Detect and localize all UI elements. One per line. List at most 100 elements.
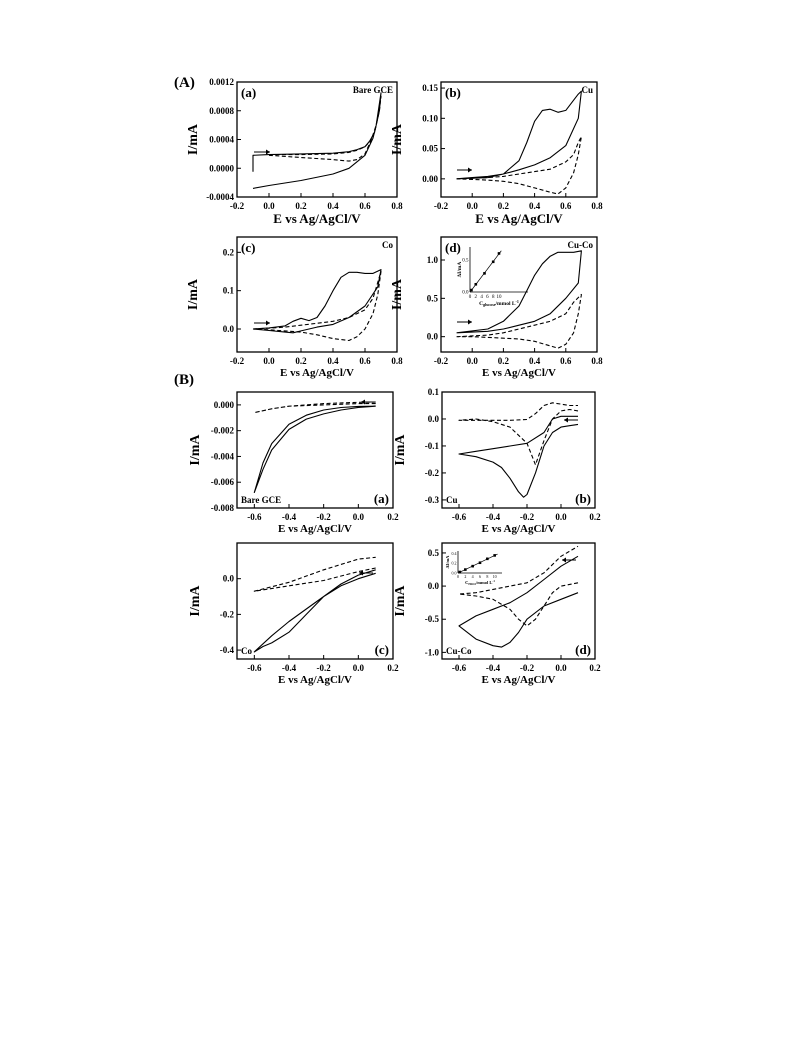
y-tick-label: -0.1 bbox=[425, 441, 440, 451]
x-tick-label: 0.2 bbox=[589, 512, 601, 522]
arrow-head bbox=[361, 399, 365, 405]
x-axis-label: E vs Ag/AgCl/V bbox=[475, 211, 563, 226]
inset-data-point bbox=[483, 272, 486, 275]
cv-panel: -0.6 -0.4 -0.2 0.0 0.2 -0.3 -0.2 -0.1 0.0 0.1 E vs… bbox=[393, 387, 601, 535]
x-axis-label: E vs Ag/AgCl/V bbox=[278, 523, 352, 535]
electrode-label: Bare GCE bbox=[353, 85, 393, 95]
x-tick-label: 0.6 bbox=[359, 356, 371, 366]
y-tick-label: 0.000 bbox=[214, 400, 235, 410]
x-tick-label: -0.2 bbox=[520, 663, 535, 673]
plot-frame bbox=[236, 81, 398, 198]
inset-y-tick-label: 0.0 bbox=[462, 291, 469, 296]
x-tick-label: -0.2 bbox=[520, 512, 535, 522]
inset-x-tick-label: 4 bbox=[472, 574, 474, 579]
y-tick-label: 0.0 bbox=[428, 414, 440, 424]
x-tick-label: -0.2 bbox=[230, 356, 245, 366]
x-tick-label: -0.4 bbox=[486, 512, 501, 522]
x-tick-label: 0.6 bbox=[359, 201, 371, 211]
x-tick-label: -0.4 bbox=[486, 663, 501, 673]
x-axis-label: E vs Ag/AgCl/V bbox=[482, 674, 556, 686]
y-tick-label: 0.05 bbox=[422, 144, 438, 154]
y-tick-label: 1.0 bbox=[427, 255, 439, 265]
y-tick-label: 0.0 bbox=[428, 581, 440, 591]
inset-x-tick-label: 8 bbox=[486, 574, 488, 579]
electrode-label: Cu-Co bbox=[567, 240, 593, 250]
y-axis-label: I/mA bbox=[390, 278, 405, 310]
x-axis-label: E vs Ag/AgCl/V bbox=[278, 674, 352, 686]
y-tick-label: -0.004 bbox=[211, 451, 235, 461]
y-axis-label: I/mA bbox=[390, 123, 405, 155]
inset-data-point bbox=[470, 288, 473, 292]
plot-frame bbox=[236, 542, 394, 660]
cv-curve-solid bbox=[253, 405, 376, 494]
x-tick-label: 0.0 bbox=[467, 201, 479, 211]
x-tick-label: 0.0 bbox=[263, 201, 275, 211]
cv-curve-solid bbox=[456, 90, 582, 180]
panel-label: (a) bbox=[374, 491, 389, 506]
x-tick-label: -0.2 bbox=[434, 356, 449, 366]
calibration-inset: 0 2 4 6 8 10 0.0 0.5ΔI/mA Cglucose/mmol L-1 bbox=[457, 247, 528, 307]
inset-x-label-main: C bbox=[465, 580, 468, 585]
x-tick-label: 0.4 bbox=[327, 356, 339, 366]
x-tick-label: 0.0 bbox=[555, 663, 567, 673]
x-tick-label: -0.6 bbox=[247, 512, 262, 522]
arrow-head bbox=[468, 319, 472, 325]
inset-data-point bbox=[464, 568, 467, 571]
cv-curve-solid bbox=[456, 250, 582, 334]
inset-x-tick-label: 0 bbox=[469, 295, 472, 300]
y-tick-label: -0.3 bbox=[425, 495, 440, 505]
y-tick-label: 0.5 bbox=[427, 293, 439, 303]
cv-curve-solid bbox=[253, 569, 376, 653]
x-tick-label: -0.6 bbox=[452, 663, 467, 673]
section-label-a: (A) bbox=[174, 75, 195, 91]
inset-data-point bbox=[491, 260, 495, 264]
cv-panel: -0.2 0.0 0.2 0.4 0.6 0.8 0.0 0.5 1.0 E vs Ag/AgCl… bbox=[390, 236, 603, 379]
y-tick-label: -0.008 bbox=[211, 503, 235, 513]
y-tick-label: 0.0012 bbox=[209, 77, 234, 87]
inset-y-tick-label: 0.4 bbox=[452, 551, 457, 556]
arrow-head bbox=[359, 570, 363, 576]
panel-label: (c) bbox=[241, 240, 255, 255]
plot-frame bbox=[440, 81, 598, 198]
panel-label: (b) bbox=[445, 85, 461, 100]
y-tick-label: 0.10 bbox=[422, 113, 438, 123]
x-tick-label: -0.6 bbox=[452, 512, 467, 522]
cv-panel: -0.6 -0.4 -0.2 0.0 0.2 -0.008 -0.006 -0.004 -0.0… bbox=[188, 391, 399, 535]
y-axis-label: I/mA bbox=[188, 434, 203, 466]
x-tick-label: 0.2 bbox=[387, 663, 399, 673]
y-tick-label: 0.2 bbox=[223, 247, 235, 257]
y-axis-label: I/mA bbox=[393, 585, 408, 617]
x-tick-label: -0.6 bbox=[247, 663, 262, 673]
y-tick-label: 0.15 bbox=[422, 83, 438, 93]
y-axis-label: I/mA bbox=[188, 585, 203, 617]
x-tick-label: 0.4 bbox=[327, 201, 339, 211]
inset-x-tick-label: 0 bbox=[457, 574, 459, 579]
x-tick-label: 0.4 bbox=[529, 356, 541, 366]
cv-panel: -0.2 0.0 0.2 0.4 0.6 0.8 0.00 0.05 0.10 0.15 E vs … bbox=[390, 81, 603, 226]
plot-frame bbox=[441, 542, 596, 660]
cv-curve-dashed bbox=[253, 556, 376, 592]
inset-x-label-subscript: glucose bbox=[483, 302, 496, 307]
inset-x-label-superscript: -1 bbox=[492, 579, 495, 583]
inset-data-point bbox=[478, 561, 482, 565]
inset-x-tick-label: 8 bbox=[492, 295, 495, 300]
y-tick-label: -0.006 bbox=[211, 477, 235, 487]
inset-y-tick-label: 0.0 bbox=[452, 571, 457, 576]
y-tick-label: -0.4 bbox=[220, 645, 235, 655]
panel-label: (b) bbox=[575, 491, 591, 506]
x-tick-label: -0.4 bbox=[282, 512, 297, 522]
electrode-label: Cu bbox=[581, 85, 593, 95]
cv-panel: -0.6 -0.4 -0.2 0.0 0.2-0.4-0.20.0E vs Ag/AgC… bbox=[188, 542, 399, 686]
x-tick-label: 0.6 bbox=[560, 201, 572, 211]
x-tick-label: 0.4 bbox=[529, 201, 541, 211]
calibration-inset: 0 2 4 6 8 10 0.0 0.2 0.4ΔI/mA CH2O2/mmol L-1 bbox=[445, 551, 502, 586]
cv-curve-dashed bbox=[458, 402, 579, 466]
x-tick-label: -0.2 bbox=[317, 663, 332, 673]
inset-data-point bbox=[458, 570, 462, 574]
y-tick-label: 0.0000 bbox=[209, 163, 234, 173]
y-tick-label: 0.00 bbox=[422, 174, 438, 184]
x-tick-label: 0.0 bbox=[263, 356, 275, 366]
inset-x-label: Cglucose/mmol L-1 bbox=[479, 299, 519, 307]
arrow-head bbox=[266, 149, 270, 155]
